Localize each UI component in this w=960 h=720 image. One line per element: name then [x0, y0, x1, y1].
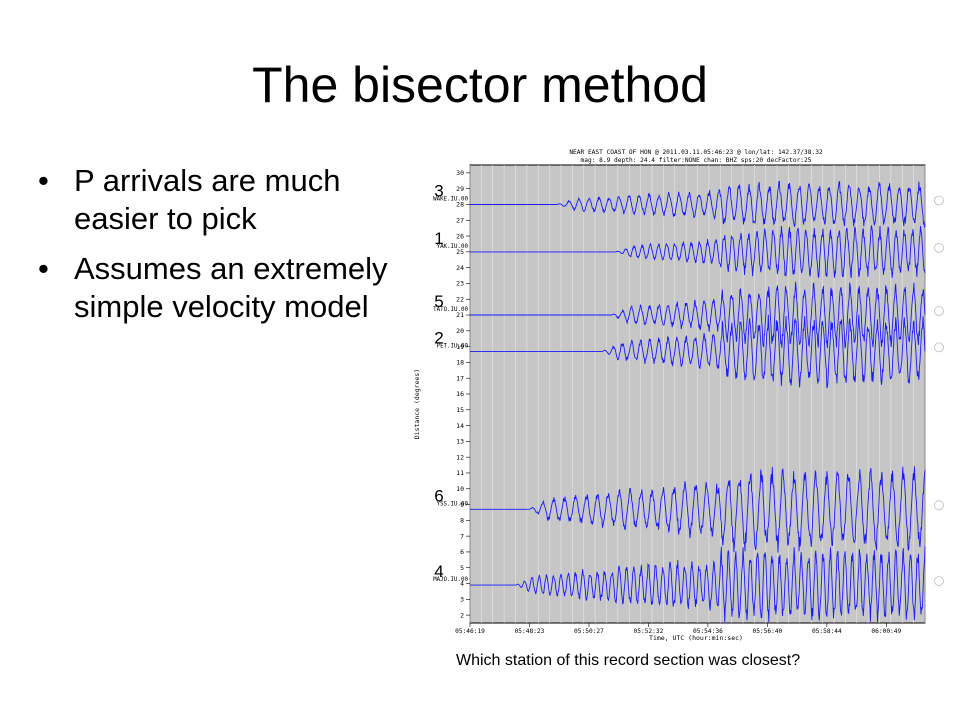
station-number: 5	[434, 292, 443, 311]
y-tick-label: 30	[456, 169, 464, 177]
y-tick-label: 17	[456, 374, 464, 382]
trace-end-marker	[934, 306, 944, 316]
grid	[469, 165, 926, 623]
station-name: MAJO.IU.00	[433, 577, 468, 583]
y-tick-label: 26	[456, 232, 464, 240]
y-tick-label: 18	[456, 359, 464, 367]
bullet-text: P arrivals are much easier to pick	[74, 163, 341, 236]
bullet-item: • Assumes an extremely simple velocity mo…	[38, 250, 388, 326]
seismic-traces	[470, 180, 926, 623]
y-tick-label: 29	[456, 185, 464, 193]
y-tick-label: 5	[460, 564, 464, 572]
station-name: TATO.IU.00	[433, 307, 468, 313]
station-name: PET.IU.00	[437, 343, 469, 349]
x-axis-label: Time, UTC (hour:min:sec)	[649, 634, 743, 642]
y-tick-label: 16	[456, 390, 464, 398]
trace-end-marker	[934, 576, 944, 586]
station-labels: WAKE.IU.00 YAK.IU.00 TATO.IU.00 PET.IU.00 YS…	[433, 196, 468, 583]
y-tick-label: 7	[460, 532, 464, 540]
record-section-chart: NEAR EAST COAST OF HON @ 2011.03.11.05:4…	[400, 140, 952, 645]
y-tick-label: 20	[456, 327, 464, 335]
y-tick-label: 24	[456, 264, 464, 272]
station-number: 4	[434, 562, 443, 581]
y-tick-label: 4	[460, 580, 464, 588]
trace-line	[470, 546, 926, 623]
x-tick-label: 05:48:23	[515, 628, 545, 635]
y-tick-label: 9	[460, 501, 464, 509]
bullet-text: Assumes an extremely simple velocity mod…	[74, 251, 388, 324]
y-tick-label: 25	[456, 248, 464, 256]
station-number: 2	[434, 328, 443, 347]
x-tick-label: 05:46:19	[455, 628, 485, 635]
y-tick-label: 10	[456, 485, 464, 493]
question-caption: Which station of this record section was…	[456, 652, 801, 669]
bullet-list: • P arrivals are much easier to pick • Ass…	[38, 162, 388, 338]
bullet-item: • P arrivals are much easier to pick	[38, 162, 388, 238]
trace-end-marker	[934, 342, 944, 353]
y-tick-label: 2	[460, 611, 464, 619]
y-tick-label: 3	[460, 596, 464, 604]
trace-end-markers	[934, 195, 944, 586]
x-tick-label: 05:56:40	[752, 628, 782, 635]
y-tick-label: 23	[456, 280, 464, 288]
x-tick-label: 05:54:36	[693, 628, 723, 635]
y-tick-label: 8	[460, 517, 464, 525]
y-tick-label: 14	[456, 422, 464, 430]
x-tick-label: 06:00:49	[871, 628, 901, 635]
x-tick-label: 05:50:27	[574, 628, 604, 635]
y-tick-label: 19	[456, 343, 464, 351]
y-tick-label: 28	[456, 201, 464, 209]
station-name: WAKE.IU.00	[433, 196, 468, 202]
station-number-labels: 3 1 5 2 6 4	[434, 181, 443, 581]
trace-line	[470, 225, 926, 279]
station-name: YAK.IU.00	[437, 244, 469, 250]
trace-line	[470, 314, 926, 389]
trace-end-marker	[934, 195, 944, 206]
y-tick-label: 27	[456, 216, 464, 224]
slide-title: The bisector method	[252, 57, 708, 113]
station-number: 1	[434, 229, 443, 248]
chart-title-line-2: mag: 8.9 depth: 24.4 filter:NONE chan: B…	[581, 157, 812, 164]
chart-title-line-1: NEAR EAST COAST OF HON @ 2011.03.11.05:4…	[569, 149, 823, 156]
bullet-dot-icon: •	[38, 251, 49, 286]
x-axis-ticks: 05:46:19 05:48:23 05:50:27 05:52:32 05:54:36…	[455, 623, 902, 635]
trace-line	[470, 281, 926, 349]
y-tick-label: 6	[460, 548, 464, 556]
station-name: YSS.IU.00	[437, 501, 469, 507]
x-tick-label: 05:58:44	[812, 628, 842, 635]
x-tick-label: 05:52:32	[634, 628, 664, 635]
y-tick-label: 12	[456, 453, 464, 461]
y-axis-ticks: 2345678910111213141516171819202122232425…	[456, 169, 470, 619]
trace-end-marker	[934, 242, 944, 253]
y-tick-label: 15	[456, 406, 464, 414]
y-tick-label: 13	[456, 438, 464, 446]
trace-end-marker	[934, 500, 944, 511]
y-tick-label: 21	[456, 311, 464, 319]
bullet-dot-icon: •	[38, 163, 49, 198]
y-axis-label: Distance (degrees)	[413, 369, 421, 439]
trace-line	[470, 466, 926, 553]
station-number: 6	[434, 486, 443, 505]
y-tick-label: 11	[456, 469, 464, 477]
station-number: 3	[434, 181, 443, 200]
y-tick-label: 22	[456, 295, 464, 303]
trace-line	[470, 180, 926, 228]
